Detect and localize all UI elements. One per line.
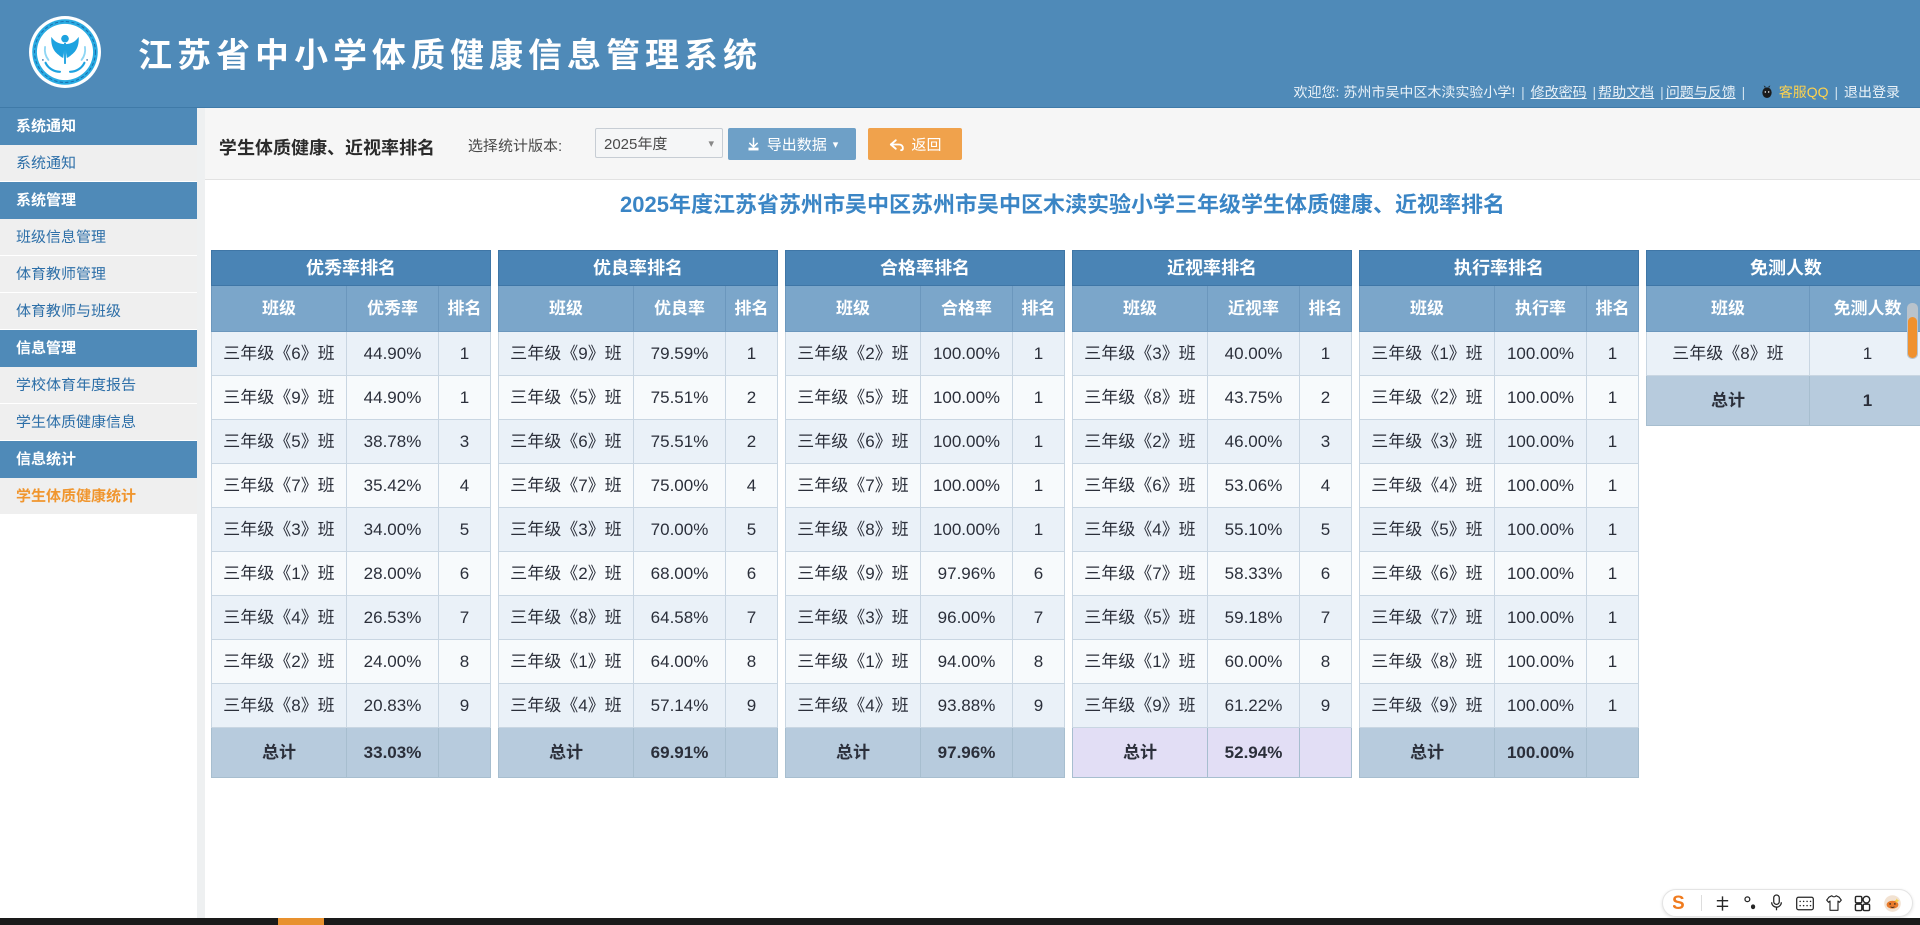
- svg-text:S: S: [1673, 894, 1685, 912]
